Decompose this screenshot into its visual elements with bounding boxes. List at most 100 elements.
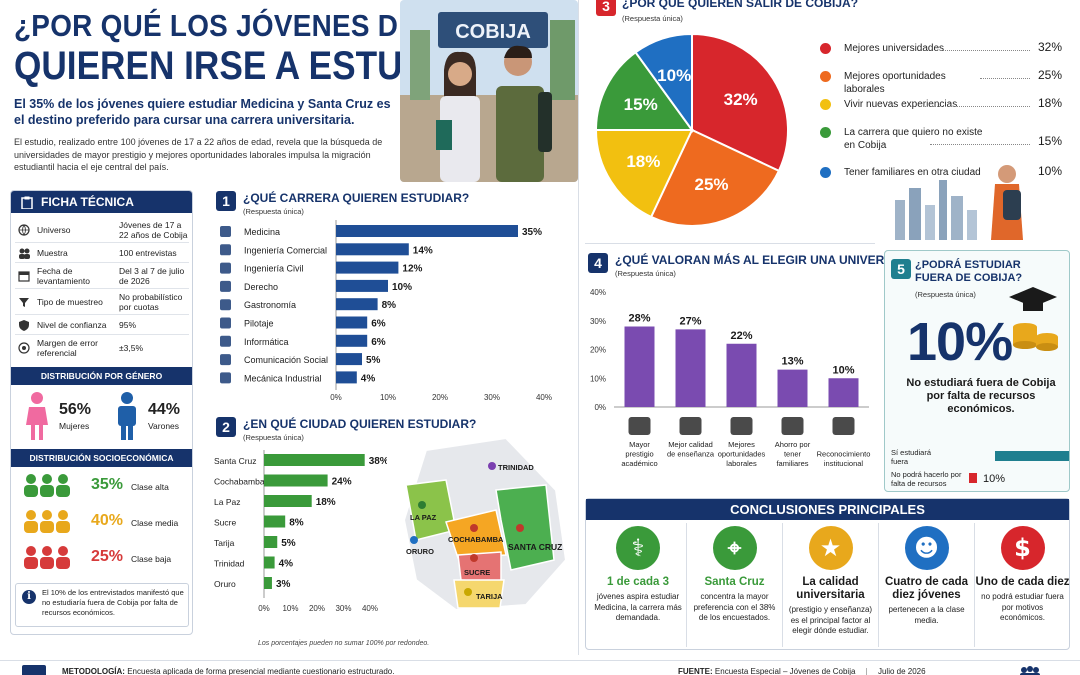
section-3-title: ¿POR QUÉ QUIEREN SALIR DE COBIJA? [622, 0, 859, 10]
men-label: Varones [148, 421, 180, 431]
pie-slice [594, 129, 694, 219]
legend-leader [930, 144, 1030, 145]
chart-ciudades: 0% 10% 20% 30% 40% Santa Cruz 38% Cochabamba 24%… [214, 450, 387, 613]
bar [264, 474, 328, 487]
y-tick-label: 40% [590, 288, 606, 297]
category-label: Informática [244, 337, 289, 347]
dollar-icon: $ [1000, 526, 1045, 570]
category-icon [220, 262, 231, 274]
ficha-row-muestreo: Tipo de muestreo No probabilístico por c… [15, 289, 189, 315]
y-tick-label: 20% [590, 346, 606, 355]
man-icon [115, 391, 139, 441]
chart-valoran: 0% 10% 20% 30% 40% 28% Mayor prestigio académico… [590, 288, 870, 468]
section-4-number: 4 [588, 253, 608, 273]
category-label: Tarija [214, 538, 235, 548]
pie-legend: Mejores universidades 32% Mejores oportuni… [820, 36, 1070, 206]
women-label: Mujeres [59, 421, 90, 431]
footer-metodologia-text: Encuesta aplicada de forma presencial me… [127, 667, 395, 675]
legend-value: 32% [1037, 40, 1062, 54]
category-label: Pilotaje [244, 319, 274, 329]
bar-value-label: 6% [371, 337, 386, 348]
x-tick-label: 20% [432, 393, 448, 402]
bar [336, 243, 409, 256]
rounding-note: Los porcentajes pueden no sumar 100% por… [258, 640, 430, 647]
x-tick-label: 10% [282, 604, 298, 613]
category-icon [220, 226, 231, 237]
intro-text: El estudio, realizado entre 100 jóvenes … [14, 137, 383, 172]
graduation-cap-icon [628, 417, 651, 435]
bar [336, 316, 368, 329]
category-label: Sucre [214, 518, 236, 528]
men-pct: 44% [148, 401, 181, 418]
methodology-icon [22, 665, 46, 675]
section-4-title: ¿QUÉ VALORAN MÁS AL ELEGIR UNA UNIVERSID… [615, 253, 930, 267]
award-icon [832, 417, 855, 435]
bar-value-label: 4% [279, 559, 294, 570]
lead-text: El 35% de los jóvenes quiere estudiar Me… [14, 97, 391, 127]
ficha-title: FICHA TÉCNICA [11, 191, 192, 213]
bar [264, 577, 272, 589]
bar [264, 556, 275, 569]
footer-methodology: METODOLOGÍA: Encuesta aplicada de forma … [62, 667, 394, 675]
category-label: Trinidad [214, 559, 245, 569]
map-label-cochabamba: COCHABAMBA [448, 535, 504, 544]
legend-label: Mejores oportunidades laborales [844, 71, 946, 95]
students-photo: COBIJA [400, 0, 578, 182]
category-label: Medicina [244, 227, 280, 237]
map-label-santacruz: SANTA CRUZ [508, 542, 562, 552]
socio-pct: 35% [91, 476, 124, 493]
ficha-tecnica-panel: FICHA TÉCNICA Universo Jóvenes de 17 a 2… [10, 190, 193, 635]
conclusion-item: ☻ Cuatro de cada diez jóvenes pertenecen a… [878, 523, 974, 647]
conclusions-panel: CONCLUSIONES PRINCIPALES ⚕ 1 de cada 3 jóv… [585, 498, 1070, 650]
ficha-row-universo: Universo Jóvenes de 17 a 22 años de Cobi… [15, 217, 189, 243]
chart-podra: Sí estudiaráfuera90%No podrá hacerlo por… [891, 448, 1069, 488]
filter-icon [18, 296, 30, 308]
legend-swatch [820, 71, 831, 82]
x-tick-label: 30% [484, 393, 500, 402]
y-tick-label: 0% [594, 403, 606, 412]
conclusion-text: concentra la mayor preferencia con el 38… [693, 592, 776, 622]
footer-source: FUENTE: Encuesta Especial – Jóvenes de C… [678, 667, 926, 675]
people-icon [18, 247, 30, 259]
bar-value-label: 6% [371, 319, 386, 330]
conclusion-item: ⌖ Santa Cruz concentra la mayor preferenci… [686, 523, 782, 647]
clipboard-icon [21, 196, 33, 210]
star-icon: ★ [808, 526, 853, 570]
bar [995, 451, 1069, 461]
section-2-title: ¿EN QUÉ CIUDAD QUIEREN ESTUDIAR? [243, 417, 477, 431]
footer-fecha: Julio de 2026 [877, 667, 926, 675]
socio-pct: 25% [91, 548, 124, 565]
pie-legend-item: Mejores universidades 32% [820, 40, 1070, 70]
category-label: Oruro [214, 579, 236, 589]
ficha-row-muestra: Muestra 100 entrevistas [15, 243, 189, 263]
category-label: Mecánica Industrial [244, 373, 322, 383]
bolivia-map: TRINIDAD LA PAZ COCHABAMBA SANTA CRUZ OR… [402, 436, 568, 612]
bar-value-label: 4% [361, 373, 376, 384]
bar [624, 326, 655, 407]
section-2-subtitle: (Respuesta única) [243, 433, 304, 442]
pie-slice [649, 128, 781, 227]
section-5-number: 5 [891, 259, 911, 279]
section-3-number: 3 [596, 0, 616, 16]
category-icon [220, 280, 231, 292]
section-1-title: ¿QUÉ CARRERA QUIEREN ESTUDIAR? [243, 191, 470, 205]
footer-fuente-text: Encuesta Especial – Jóvenes de Cobija [714, 667, 856, 675]
bar-value-label: 5% [366, 355, 381, 366]
legend-label: Vivir nuevas experiencias [844, 99, 958, 110]
category-label: La Paz [214, 497, 240, 507]
bar-value-label: 38% [369, 456, 387, 467]
ficha-row-confianza: Nivel de confianza 95% [15, 315, 189, 335]
bar [264, 515, 286, 528]
socio-people-icon [23, 473, 75, 497]
bar-value-label: 10% [392, 282, 412, 293]
legend-leader [940, 50, 1030, 51]
conclusions-title: CONCLUSIONES PRINCIPALES [586, 499, 1069, 520]
socio-title: DISTRIBUCIÓN SOCIOECONÓMICA [11, 449, 192, 467]
category-icon [220, 317, 231, 329]
socio-people-icon [23, 545, 75, 569]
legend-label: La carrera que quiero no existe en Cobij… [844, 127, 983, 151]
footer-bar [0, 660, 1080, 675]
location-pin-icon: ⌖ [712, 526, 757, 570]
map-label-trinidad: TRINIDAD [498, 463, 534, 472]
target-icon [18, 342, 30, 354]
